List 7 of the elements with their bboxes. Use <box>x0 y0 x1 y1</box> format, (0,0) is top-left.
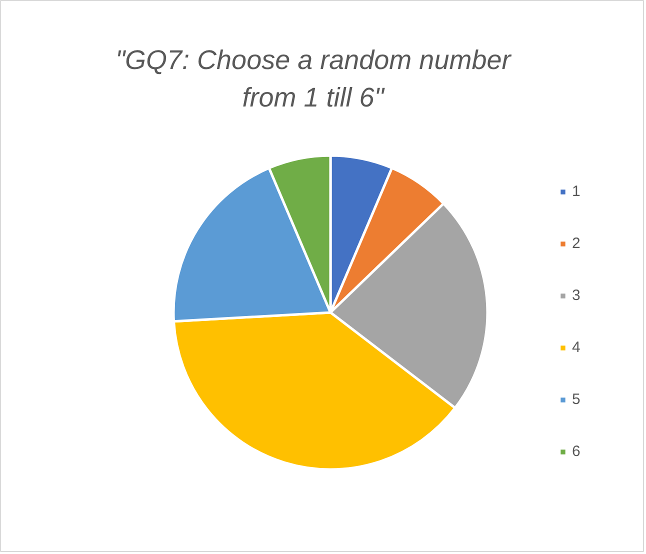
legend-label: 2 <box>572 235 582 252</box>
legend-label: 3 <box>572 287 582 304</box>
legend-label: 1 <box>572 183 582 200</box>
chart-title: "GQ7: Choose a random number from 1 till 6" <box>115 44 512 112</box>
legend-label: 5 <box>572 391 582 408</box>
legend-label: 6 <box>572 443 582 460</box>
legend-label: 4 <box>572 339 582 356</box>
